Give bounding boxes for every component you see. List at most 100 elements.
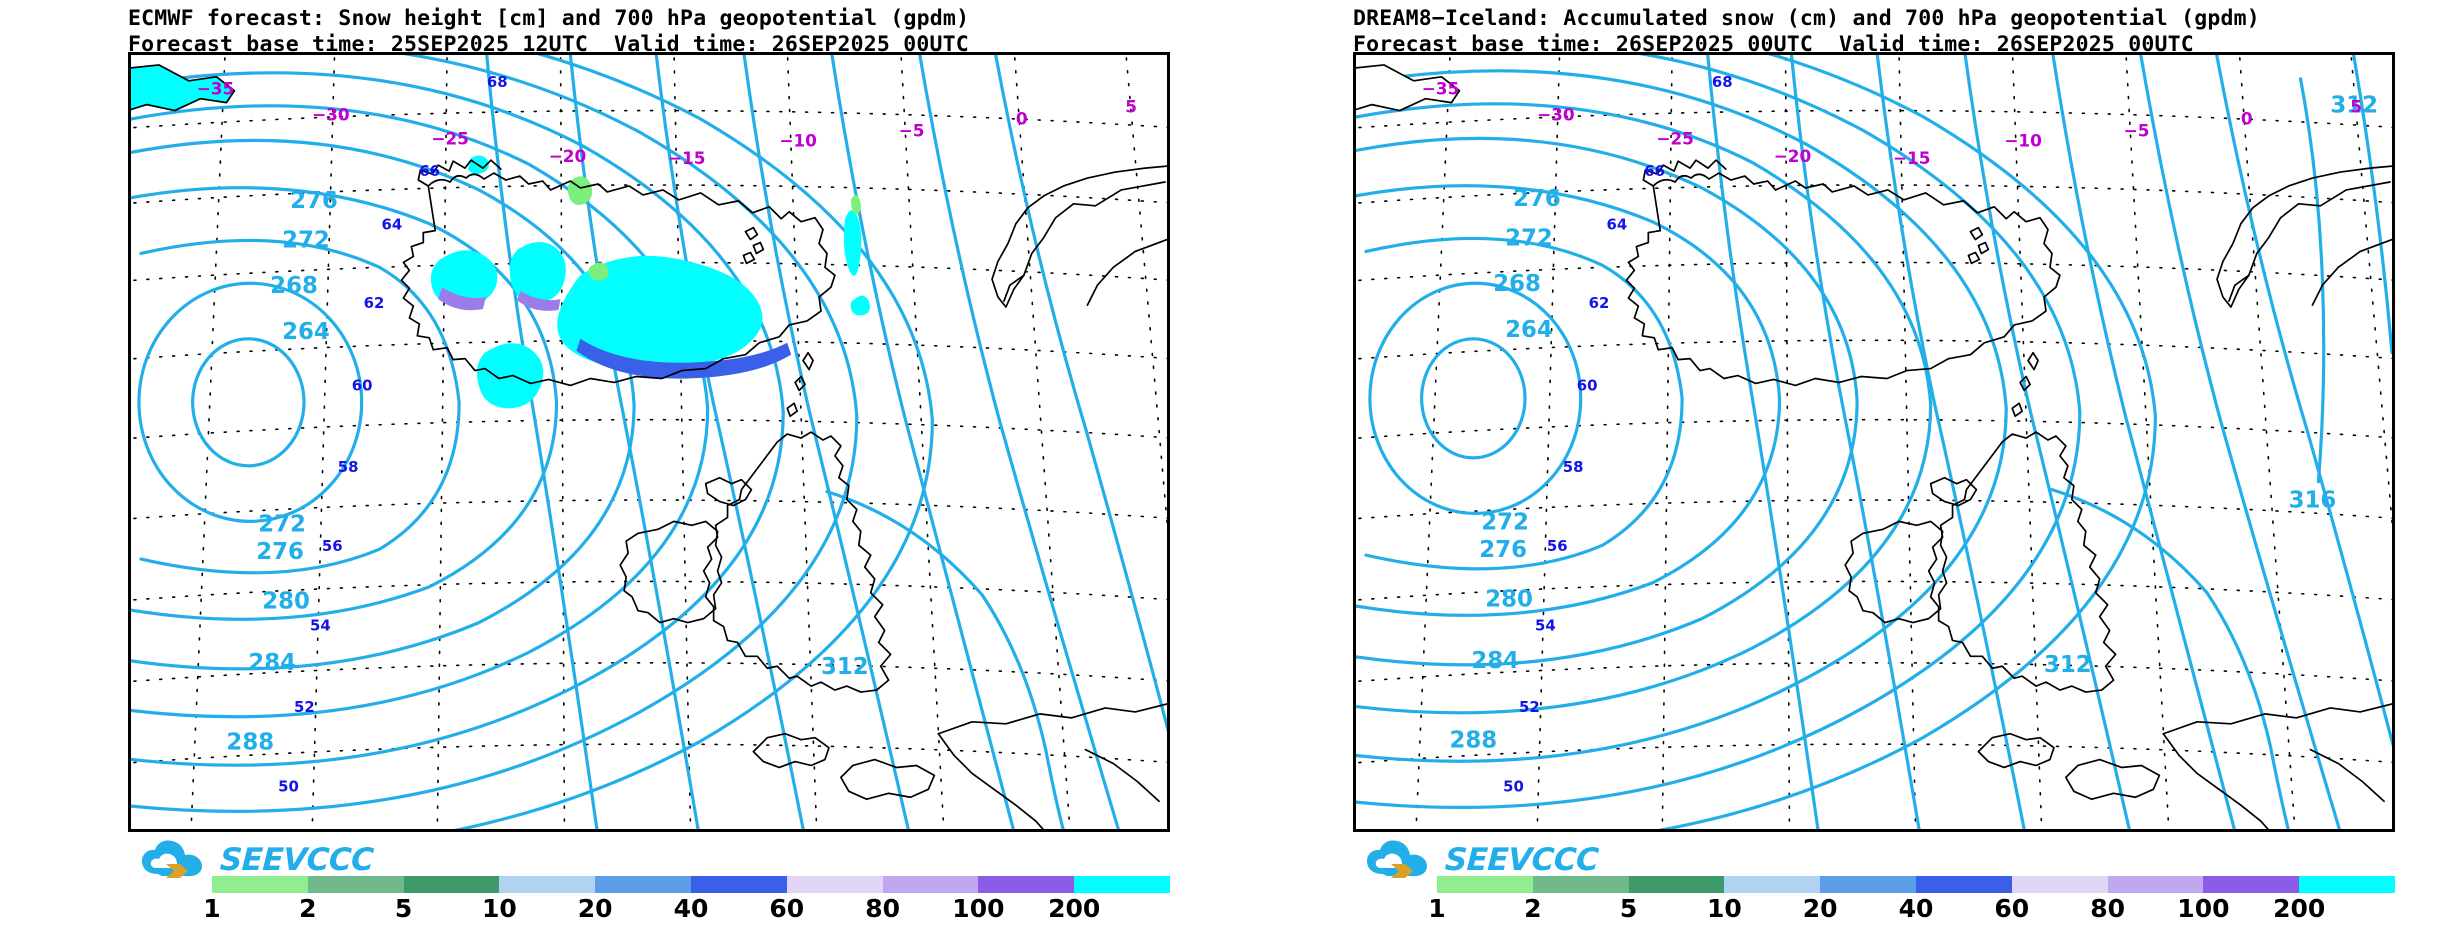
svg-text:272: 272 bbox=[1481, 509, 1529, 535]
latitude-labels: 68 66 64 62 60 58 56 54 52 50 bbox=[278, 73, 508, 796]
svg-text:58: 58 bbox=[338, 458, 359, 476]
colorbar-tick-labels: 1 2 5 10 20 40 60 80 100 200 bbox=[203, 894, 1170, 923]
svg-text:58: 58 bbox=[1563, 458, 1584, 476]
colorbar-tick: 20 bbox=[1802, 894, 1838, 923]
svg-text:288: 288 bbox=[1449, 728, 1497, 754]
coastlines bbox=[131, 64, 1167, 829]
svg-text:−25: −25 bbox=[1656, 128, 1694, 148]
colorbar-swatch-6 bbox=[690, 876, 787, 893]
colorbar-tick: 100 bbox=[2177, 894, 2230, 923]
colorbar-tick: 200 bbox=[2273, 894, 2326, 923]
cloud-icon bbox=[1367, 840, 1427, 878]
svg-text:276: 276 bbox=[1479, 537, 1527, 563]
svg-text:56: 56 bbox=[1547, 537, 1568, 555]
colorbar-tick: 60 bbox=[1994, 894, 2030, 923]
svg-text:272: 272 bbox=[282, 228, 330, 254]
svg-text:−10: −10 bbox=[779, 130, 817, 150]
svg-text:54: 54 bbox=[1535, 617, 1556, 635]
svg-text:54: 54 bbox=[310, 617, 331, 635]
longitude-labels: −35 −30 −25 −20 −15 −10 −5 0 5 bbox=[197, 79, 1137, 168]
panel-title-dream8: DREAM8−Iceland: Accumulated snow (cm) an… bbox=[1353, 6, 2443, 58]
logo-text: SEEVCCC bbox=[219, 842, 375, 878]
svg-text:264: 264 bbox=[282, 319, 330, 345]
svg-text:−5: −5 bbox=[899, 120, 925, 140]
colorbar-tick: 5 bbox=[1619, 894, 1638, 923]
colorbar-tick: 5 bbox=[394, 894, 413, 923]
latitude-labels: 68 66 64 62 60 58 56 54 52 50 bbox=[1503, 73, 1733, 796]
colorbar-swatch-4 bbox=[1724, 876, 1821, 893]
svg-text:268: 268 bbox=[1493, 271, 1541, 297]
svg-text:66: 66 bbox=[1644, 162, 1665, 180]
colorbar-swatch-2 bbox=[307, 876, 404, 893]
svg-text:5: 5 bbox=[1125, 97, 1137, 117]
svg-text:−15: −15 bbox=[1893, 148, 1931, 168]
colorbar-tick-labels: 1 2 5 10 20 40 60 80 100 200 bbox=[1428, 894, 2395, 923]
colorbar-tick: 100 bbox=[952, 894, 1005, 923]
colorbar-strip bbox=[1437, 876, 2395, 893]
colorbar-swatch-4 bbox=[499, 876, 596, 893]
colorbar-swatch-1 bbox=[1437, 876, 1533, 893]
svg-text:−35: −35 bbox=[197, 79, 235, 99]
svg-text:276: 276 bbox=[256, 539, 304, 565]
svg-text:−35: −35 bbox=[1422, 79, 1460, 99]
svg-text:272: 272 bbox=[258, 511, 306, 537]
svg-text:−20: −20 bbox=[549, 146, 587, 166]
svg-text:312: 312 bbox=[821, 654, 869, 680]
map-svg-dream8: 276 272 268 264 272 276 280 284 288 312 … bbox=[1356, 55, 2392, 829]
svg-text:5: 5 bbox=[2350, 97, 2362, 117]
colorbar-tick: 20 bbox=[577, 894, 613, 923]
colorbar-swatch-2 bbox=[1532, 876, 1629, 893]
svg-text:276: 276 bbox=[1513, 186, 1561, 212]
svg-text:−15: −15 bbox=[668, 148, 706, 168]
panel-ecmwf: ECMWF forecast: Snow height [cm] and 700… bbox=[0, 0, 1224, 925]
colorbar-swatch-7 bbox=[2011, 876, 2108, 893]
svg-text:288: 288 bbox=[226, 730, 274, 756]
svg-text:64: 64 bbox=[1607, 216, 1628, 234]
svg-text:284: 284 bbox=[248, 650, 296, 676]
graticule bbox=[1356, 55, 2392, 829]
svg-text:60: 60 bbox=[1577, 376, 1598, 394]
svg-text:268: 268 bbox=[270, 273, 318, 299]
svg-text:276: 276 bbox=[290, 188, 338, 214]
svg-text:52: 52 bbox=[294, 698, 315, 716]
svg-text:60: 60 bbox=[352, 376, 373, 394]
colorbar-swatch-10 bbox=[2299, 876, 2395, 893]
colorbar-swatch-9 bbox=[978, 876, 1075, 893]
svg-text:264: 264 bbox=[1505, 317, 1553, 343]
svg-text:50: 50 bbox=[278, 777, 299, 795]
colorbar-tick: 80 bbox=[865, 894, 900, 923]
svg-text:56: 56 bbox=[322, 537, 343, 555]
svg-text:62: 62 bbox=[364, 294, 385, 312]
colorbar-left: 1 2 5 10 20 40 60 80 100 200 bbox=[203, 876, 1170, 923]
map-canvas-dream8[interactable]: 276 272 268 264 272 276 280 284 288 312 … bbox=[1353, 52, 2395, 832]
map-canvas-ecmwf[interactable]: 276 272 268 264 272 276 280 284 288 312 … bbox=[128, 52, 1170, 832]
contour-labels: 276 272 268 264 272 276 280 284 288 312 … bbox=[1449, 93, 2378, 754]
colorbar-swatch-10 bbox=[1074, 876, 1170, 893]
svg-text:−30: −30 bbox=[1537, 105, 1575, 125]
colorbar-tick: 40 bbox=[673, 894, 709, 923]
colorbar-tick: 2 bbox=[299, 894, 317, 923]
logo-text: SEEVCCC bbox=[1444, 842, 1600, 878]
colorbar-tick: 200 bbox=[1048, 894, 1101, 923]
svg-text:316: 316 bbox=[2289, 488, 2337, 514]
svg-text:−30: −30 bbox=[312, 105, 350, 125]
colorbar-tick: 40 bbox=[1898, 894, 1934, 923]
colorbar-swatch-1 bbox=[212, 876, 308, 893]
colorbar-swatch-7 bbox=[786, 876, 883, 893]
svg-text:0: 0 bbox=[2241, 108, 2253, 128]
colorbar-swatch-8 bbox=[2107, 876, 2204, 893]
colorbar-swatch-9 bbox=[2203, 876, 2300, 893]
seevccc-logo-left: SEEVCCC bbox=[140, 838, 375, 882]
colorbar-swatch-8 bbox=[882, 876, 979, 893]
svg-text:68: 68 bbox=[487, 73, 508, 91]
svg-text:66: 66 bbox=[419, 162, 440, 180]
svg-text:62: 62 bbox=[1589, 294, 1610, 312]
svg-text:−5: −5 bbox=[2124, 120, 2150, 140]
contour-labels: 276 272 268 264 272 276 280 284 288 312 bbox=[226, 188, 868, 756]
colorbar-swatch-5 bbox=[1820, 876, 1916, 893]
cloud-icon bbox=[142, 840, 202, 878]
graticule bbox=[131, 55, 1167, 829]
svg-text:272: 272 bbox=[1505, 226, 1553, 252]
colorbar-tick: 10 bbox=[481, 894, 517, 923]
longitude-labels: −35 −30 −25 −20 −15 −10 −5 0 5 bbox=[1422, 79, 2362, 168]
